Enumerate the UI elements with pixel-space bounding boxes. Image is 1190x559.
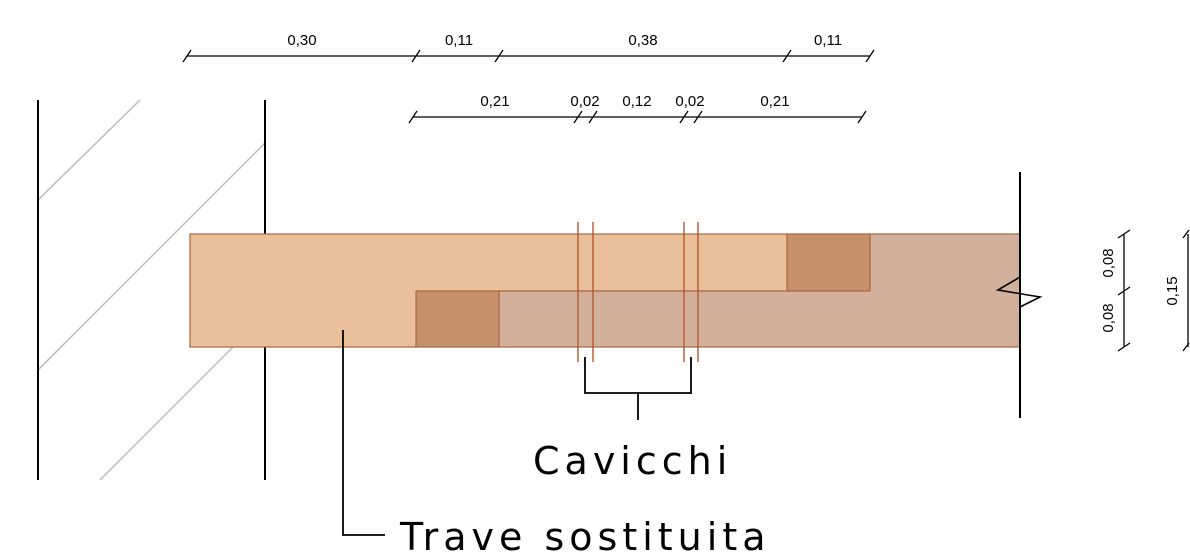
beam-label: Trave sostituita (399, 515, 771, 559)
beam-assembly (189, 222, 1021, 362)
break-symbol (995, 276, 1043, 308)
dimension-vertical-pair: 0,08 0,08 (1100, 229, 1131, 352)
dim-top-3: 0,11 (814, 32, 842, 49)
beam-lower-left-part (190, 291, 416, 347)
dimension-row-top: 0,30 0,11 0,38 0,11 (182, 32, 875, 63)
dimension-vertical-total: 0,15 (1164, 229, 1190, 352)
pegs-label: Cavicchi (533, 439, 732, 483)
joint-block-left (416, 291, 499, 347)
dim-second-2: 0,12 (622, 93, 651, 110)
dimension-row-second: 0,21 0,02 0,12 0,02 0,21 (408, 93, 867, 124)
dim-second-3: 0,02 (675, 93, 704, 110)
dim-top-0: 0,30 (287, 32, 316, 49)
dim-top-1: 0,11 (445, 32, 473, 49)
beam-leader (342, 330, 385, 536)
dim-second-4: 0,21 (760, 93, 789, 110)
peg-lines (577, 222, 699, 362)
dim-top-2: 0,38 (628, 32, 657, 49)
joint-block-right (787, 234, 870, 291)
dim-second-0: 0,21 (480, 93, 509, 110)
dim-vertical-total: 0,15 (1164, 276, 1181, 305)
pegs-leader (584, 357, 692, 420)
dim-second-1: 0,02 (570, 93, 599, 110)
beam-upper-part (190, 234, 870, 291)
dim-vertical-lower: 0,08 (1100, 303, 1117, 332)
dim-vertical-upper: 0,08 (1100, 248, 1117, 277)
